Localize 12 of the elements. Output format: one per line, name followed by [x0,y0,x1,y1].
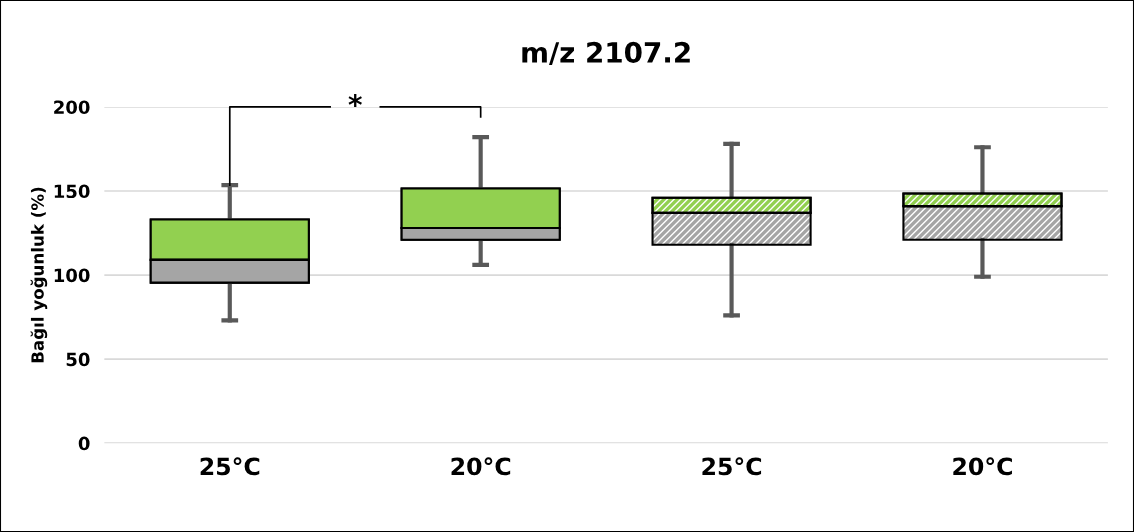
y-tick-label: 0 [78,436,90,451]
y-tick-label: 150 [54,184,90,199]
y-tick-label: 200 [54,100,90,115]
y-axis-title: Bağıl yoğunluk (%) [30,187,48,363]
annotation: * [348,93,362,107]
chart-title: m/z 2107.2 [522,41,690,66]
x-tick-label: 25°C [200,457,260,476]
x-tick-label: 20°C [451,457,511,476]
y-tick-label: 50 [66,352,90,367]
y-tick-label: 100 [54,268,90,283]
x-tick-label: 20°C [953,457,1012,476]
x-tick-label: 25°C [702,457,762,476]
